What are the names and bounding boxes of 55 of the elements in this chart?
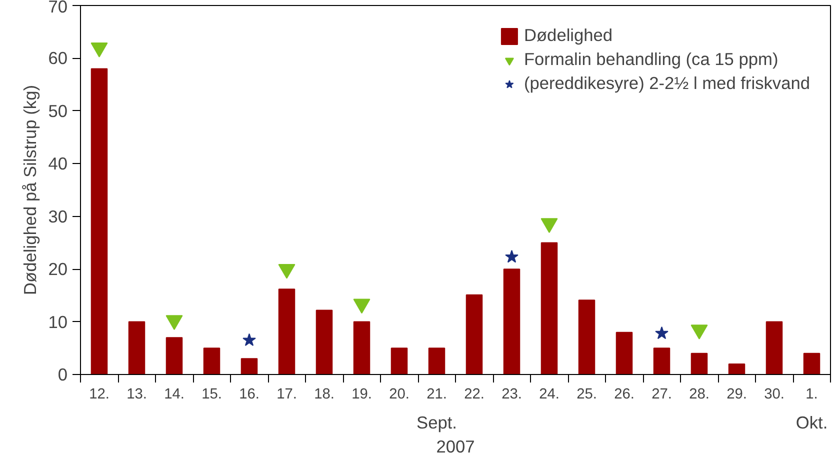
legend-label: Dødelighed (524, 25, 613, 46)
bar (690, 352, 708, 374)
bar (803, 352, 820, 374)
bar (240, 358, 258, 374)
x-tick-label: 26. (614, 386, 634, 402)
x-tick-label: 1. (806, 386, 818, 402)
y-tick-label: 50 (48, 100, 68, 121)
y-tick-label: 10 (48, 312, 68, 332)
bar (353, 321, 370, 374)
bar (578, 300, 596, 374)
bar (428, 348, 446, 374)
x-tick-label: 19. (352, 386, 372, 402)
bar (316, 310, 333, 374)
x-tick-label: 12. (89, 386, 110, 402)
bar (466, 294, 483, 374)
x-tick-label: 17. (276, 386, 297, 402)
x-tick-label: 21. (426, 386, 447, 402)
x-tick-label: 23. (502, 386, 522, 402)
bar (390, 348, 408, 374)
legend-label: (pereddikesyre) 2-2½ l med friskvand (524, 73, 810, 94)
y-tick-label: 40 (48, 154, 68, 174)
text: Okt. (796, 412, 828, 432)
y-tick-label: 20 (48, 259, 68, 280)
x-tick-label: 15. (202, 386, 222, 402)
x-tick-label: 24. (539, 386, 560, 402)
bar (278, 288, 296, 374)
bar (166, 337, 183, 374)
x-tick-label: 14. (164, 386, 184, 402)
bar (616, 332, 633, 374)
y-tick-label: 0 (58, 364, 68, 384)
y-tick-label: 30 (48, 206, 68, 226)
bar (766, 321, 783, 374)
x-axis-title: 2007 (436, 436, 475, 455)
y-tick-label: 70 (48, 0, 68, 16)
bar (540, 242, 558, 374)
text: Sept. (416, 412, 457, 432)
x-tick-label: 18. (314, 386, 334, 402)
y-axis-title: Dødelighed på Silstrup (kg) (20, 85, 40, 295)
x-tick-label: 30. (764, 386, 784, 402)
bar (90, 68, 108, 374)
bar (653, 348, 670, 374)
x-tick-label: 16. (239, 386, 260, 402)
legend-label: Formalin behandling (ca 15 ppm) (524, 49, 778, 70)
bar (128, 321, 146, 374)
y-tick-label: 60 (48, 48, 68, 68)
x-tick-label: 25. (576, 386, 597, 402)
x-tick-label: 13. (126, 386, 147, 402)
x-tick-label: 22. (464, 386, 484, 402)
x-tick-label: 29. (726, 386, 747, 402)
x-tick-label: 27. (652, 386, 672, 402)
bar (203, 348, 220, 374)
x-tick-label: 28. (689, 386, 710, 402)
x-tick-label: 20. (389, 386, 410, 402)
bar (503, 268, 520, 374)
bar (728, 363, 746, 374)
